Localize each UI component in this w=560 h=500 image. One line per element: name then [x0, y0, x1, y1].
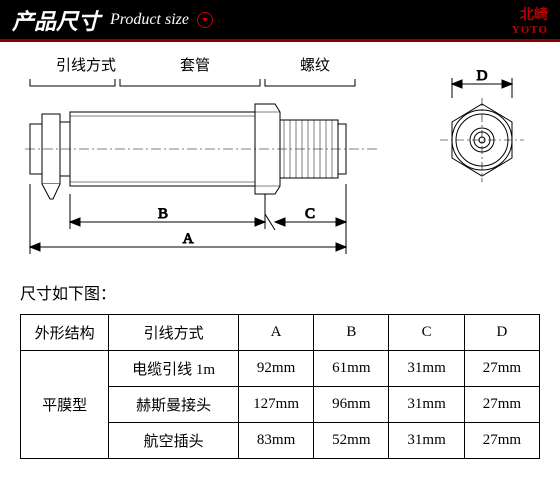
table-cell: 电缆引线 1m [109, 351, 239, 387]
table-header-cell: C [389, 315, 464, 351]
svg-text:C: C [305, 206, 315, 222]
diagram-area: 引线方式 套管 螺纹 [0, 42, 560, 272]
table-header-cell: D [464, 315, 539, 351]
table-cell: 31mm [389, 423, 464, 459]
table-cell: 27mm [464, 423, 539, 459]
structure-cell: 平膜型 [21, 351, 109, 459]
table-cell: 83mm [238, 423, 313, 459]
table-cell: 31mm [389, 387, 464, 423]
table-header-cell: B [314, 315, 389, 351]
table-cell: 92mm [238, 351, 313, 387]
table-cell: 赫斯曼接头 [109, 387, 239, 423]
arrow-down-icon [197, 12, 213, 28]
svg-text:B: B [158, 206, 168, 222]
label-thread: 螺纹 [300, 57, 330, 74]
table-row: 平膜型电缆引线 1m92mm61mm31mm27mm [21, 351, 540, 387]
sensor-diagram: 引线方式 套管 螺纹 [20, 54, 540, 274]
svg-text:A: A [183, 231, 194, 247]
brand-cn: 北崎 [512, 4, 548, 24]
table-cell: 31mm [389, 351, 464, 387]
sensor-front-view [440, 98, 524, 182]
dimensions-table-wrap: 外形结构引线方式ABCD 平膜型电缆引线 1m92mm61mm31mm27mm赫… [0, 314, 560, 469]
table-header-cell: 引线方式 [109, 315, 239, 351]
table-header-row: 外形结构引线方式ABCD [21, 315, 540, 351]
label-sleeve: 套管 [180, 57, 210, 74]
svg-text:D: D [477, 68, 488, 84]
table-cell: 127mm [238, 387, 313, 423]
table-cell: 61mm [314, 351, 389, 387]
dimensions-table: 外形结构引线方式ABCD 平膜型电缆引线 1m92mm61mm31mm27mm赫… [20, 314, 540, 459]
table-cell: 96mm [314, 387, 389, 423]
table-header-cell: 外形结构 [21, 315, 109, 351]
label-lead: 引线方式 [56, 57, 116, 74]
table-cell: 27mm [464, 351, 539, 387]
table-cell: 52mm [314, 423, 389, 459]
table-header-cell: A [238, 315, 313, 351]
sensor-side-view [25, 104, 380, 199]
table-cell: 27mm [464, 387, 539, 423]
table-cell: 航空插头 [109, 423, 239, 459]
header-title-cn: 产品尺寸 [12, 4, 100, 36]
header-title-en: Product size [110, 11, 189, 29]
brand-block: 北崎 YOTO [512, 4, 548, 36]
brand-en: YOTO [512, 24, 548, 36]
header-bar: 产品尺寸 Product size 北崎 YOTO [0, 0, 560, 42]
subtitle: 尺寸如下图： [20, 280, 560, 304]
